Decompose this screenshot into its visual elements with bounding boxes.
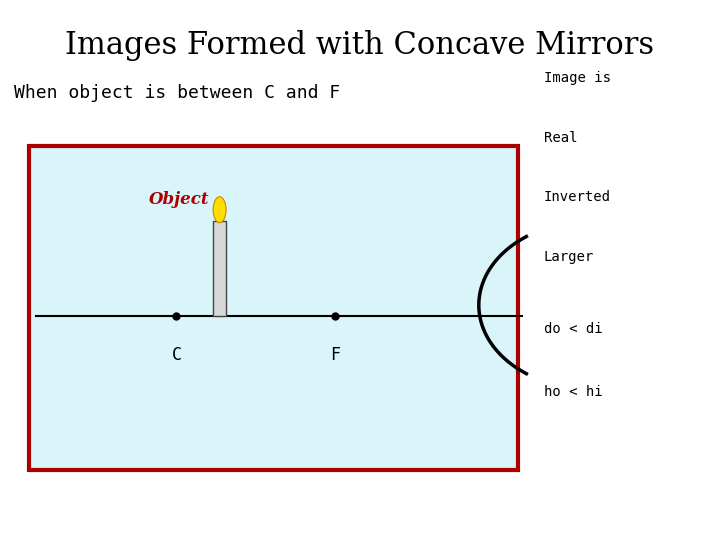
Text: Inverted: Inverted bbox=[544, 190, 611, 204]
Text: Object: Object bbox=[149, 191, 210, 208]
Ellipse shape bbox=[213, 197, 226, 222]
Text: do < di: do < di bbox=[544, 322, 602, 336]
Text: F: F bbox=[330, 346, 340, 363]
Text: C: C bbox=[171, 346, 181, 363]
Text: Real: Real bbox=[544, 131, 577, 145]
Text: ho < hi: ho < hi bbox=[544, 384, 602, 399]
Bar bbox=[213, 221, 226, 316]
Text: Images Formed with Concave Mirrors: Images Formed with Concave Mirrors bbox=[66, 30, 654, 60]
Text: Larger: Larger bbox=[544, 249, 594, 264]
Text: When object is between C and F: When object is between C and F bbox=[14, 84, 341, 102]
Text: Image is: Image is bbox=[544, 71, 611, 85]
Bar bbox=[29, 146, 518, 470]
